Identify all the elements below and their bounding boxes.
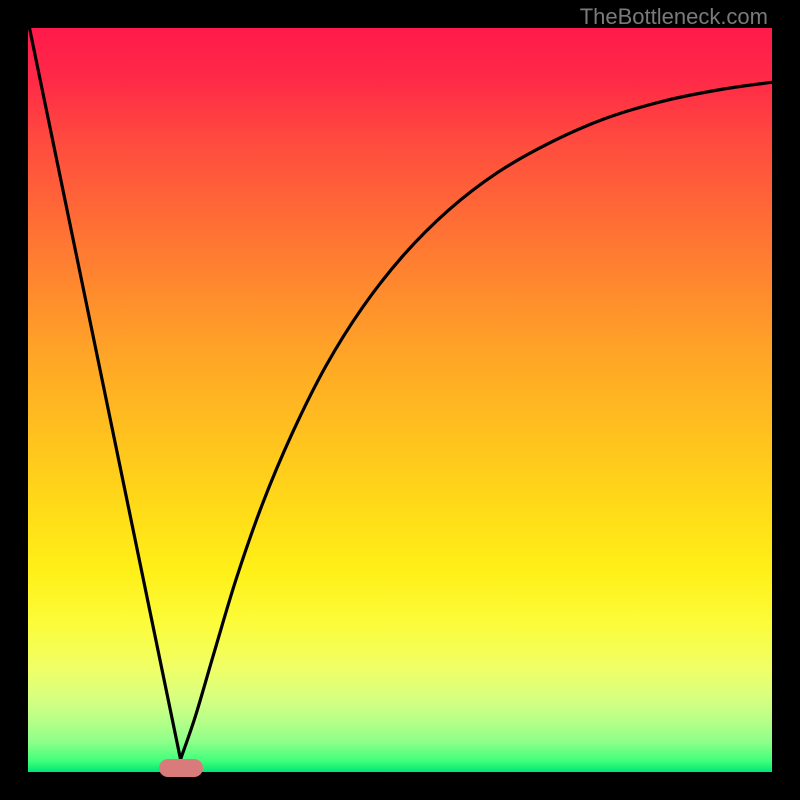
plot-area xyxy=(28,28,772,772)
watermark-text: TheBottleneck.com xyxy=(580,4,768,30)
optimal-point-marker xyxy=(159,759,203,777)
chart-container: TheBottleneck.com xyxy=(0,0,800,800)
bottleneck-curve xyxy=(28,28,772,772)
